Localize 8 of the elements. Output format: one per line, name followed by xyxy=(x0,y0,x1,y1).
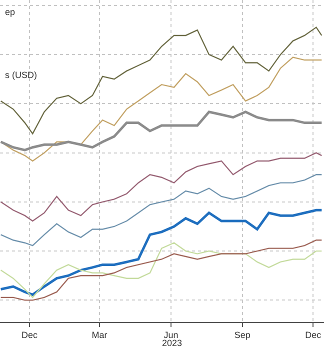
x-tick-label: Mar xyxy=(92,330,108,340)
text: 2023 xyxy=(162,338,182,348)
x-tick-label: Dec xyxy=(305,330,322,340)
text: ep xyxy=(5,7,16,17)
x-tick-label: Dec xyxy=(22,330,38,340)
annotation: s (USD) xyxy=(5,70,37,80)
x-tick-label: Sep xyxy=(234,330,250,340)
x-tick-label: Jun xyxy=(164,330,178,340)
